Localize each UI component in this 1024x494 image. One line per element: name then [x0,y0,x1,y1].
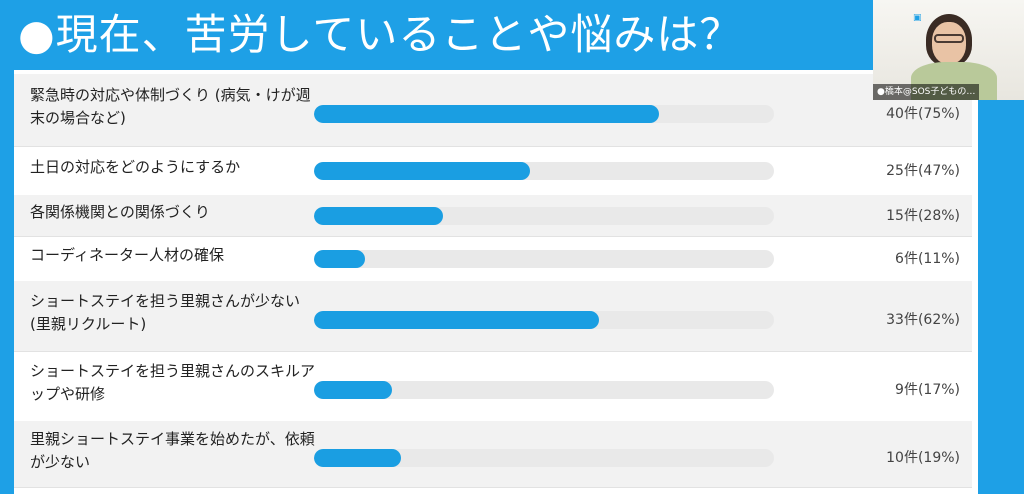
poll-bar-track [314,311,774,329]
poll-row: 緊急時の対応や体制づくり (病気・けが週末の場合など) 40件(75%) [14,74,972,147]
poll-bar [314,311,599,329]
poll-option-label: 各関係機関との関係づくり [30,203,210,221]
participant-face [932,22,966,64]
poll-count-label: 33件(62%) [886,312,960,328]
poll-count-label: 25件(47%) [886,162,960,179]
participant-video-tile[interactable]: ▣ ●橋本@SOS子どもの… [873,0,1024,100]
poll-bar [314,249,365,268]
poll-count-label: 15件(28%) [886,207,960,224]
poll-row: 土日の対応をどのようにするか 25件(47%) [14,146,972,196]
poll-count-label: 10件(19%) [886,450,960,466]
slide-edge [978,70,1024,494]
poll-option-label: 里親ショートステイ事業を始めたが、依頼が少ない [30,430,315,471]
poll-row: 里親ショートステイ事業を始めたが、依頼が少ない 10件(19%) [14,421,972,488]
poll-option-label: ショートステイを担う里親さんのスキルアップや研修 [30,362,316,403]
participant-glasses [934,34,964,43]
poll-bar-track [314,161,774,180]
poll-bar-track [314,449,774,467]
wall-sign-icon: ▣ [913,13,922,23]
poll-row: ショートステイを担う里親さんが少ない (里親リクルート) 33件(62%) [14,281,972,352]
poll-bar-track [314,105,774,123]
slide-title: ●現在、苦労していることや悩みは？ [18,10,743,59]
poll-row: ショートステイを担う里親さんのスキルアップや研修 9件(17%) [14,351,972,422]
poll-count-label: 40件(75%) [886,106,960,122]
poll-option-label: ショートステイを担う里親さんが少ない (里親リクルート) [30,292,301,333]
poll-count-label: 9件(17%) [895,382,960,398]
poll-bar [314,381,392,399]
poll-row: 各関係機関との関係づくり 15件(28%) [14,195,972,237]
poll-option-label: 土日の対応をどのようにするか [30,158,241,176]
poll-bar-track [314,206,774,225]
title-bar: ●現在、苦労していることや悩みは？ [0,0,1024,70]
poll-bar-track [314,249,774,268]
poll-results-panel: 緊急時の対応や体制づくり (病気・けが週末の場合など) 40件(75%) 土日の対応… [14,70,978,494]
poll-row: コーディネーター人材の確保 6件(11%) [14,236,972,282]
poll-bar [314,449,401,467]
poll-bar [314,206,443,225]
poll-count-label: 6件(11%) [895,250,960,267]
poll-option-label: コーディネーター人材の確保 [30,246,224,264]
poll-bar-track [314,381,774,399]
poll-bar [314,161,530,180]
participant-name-label: ●橋本@SOS子どもの… [873,84,980,100]
poll-option-label: 緊急時の対応や体制づくり (病気・けが週末の場合など) [30,86,311,127]
poll-bar [314,105,659,123]
